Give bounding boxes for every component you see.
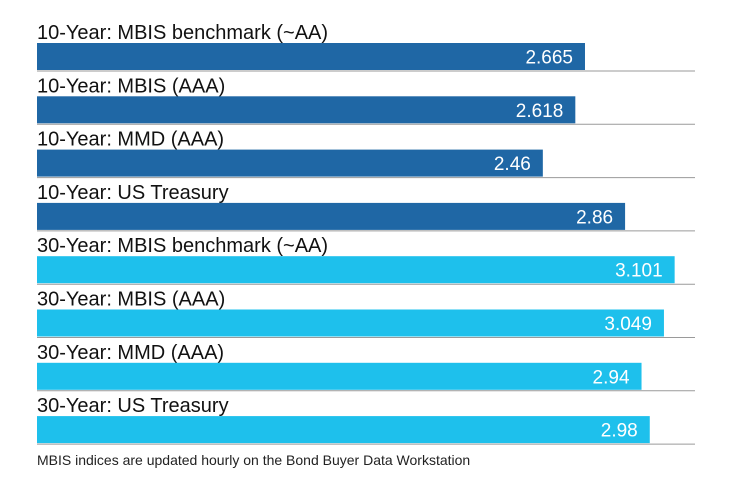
bar-row: 30-Year: MBIS benchmark (~AA) 3.101 [37,235,695,285]
bar [37,96,576,124]
bar-row: 30-Year: MMD (AAA) 2.94 [37,342,695,392]
data-label: 2.46 [494,154,531,175]
bar-row: 10-Year: MBIS benchmark (~AA) 2.665 [37,22,695,72]
bar-row: 30-Year: US Treasury 2.98 [37,395,695,445]
data-label: 2.98 [601,421,638,442]
footnote: MBIS indices are updated hourly on the B… [37,452,471,468]
bar-row: 30-Year: MBIS (AAA) 3.049 [37,289,695,338]
data-label: 2.665 [525,48,573,69]
category-label: 10-Year: MMD (AAA) [37,129,224,151]
data-label: 3.101 [615,261,663,282]
category-label: 30-Year: MBIS (AAA) [37,289,225,311]
bar [37,309,664,337]
category-label: 30-Year: MBIS benchmark (~AA) [37,235,328,257]
bar-row: 10-Year: MBIS (AAA) 2.618 [37,75,695,125]
bar [37,362,642,390]
bar-row: 10-Year: MMD (AAA) 2.46 [37,129,695,179]
category-label: 10-Year: MBIS (AAA) [37,75,225,97]
bar [37,149,543,177]
bar [37,416,650,444]
bar [37,43,585,70]
data-label: 3.049 [604,314,652,335]
bar [37,256,675,284]
bar [37,202,626,230]
category-label: 30-Year: US Treasury [37,395,229,417]
data-label: 2.86 [576,207,613,228]
category-label: 10-Year: US Treasury [37,182,229,204]
data-label: 2.618 [516,101,564,122]
category-label: 30-Year: MMD (AAA) [37,342,224,364]
data-label: 2.94 [593,367,630,388]
category-label: 10-Year: MBIS benchmark (~AA) [37,22,328,44]
bar-row: 10-Year: US Treasury 2.86 [37,182,695,232]
